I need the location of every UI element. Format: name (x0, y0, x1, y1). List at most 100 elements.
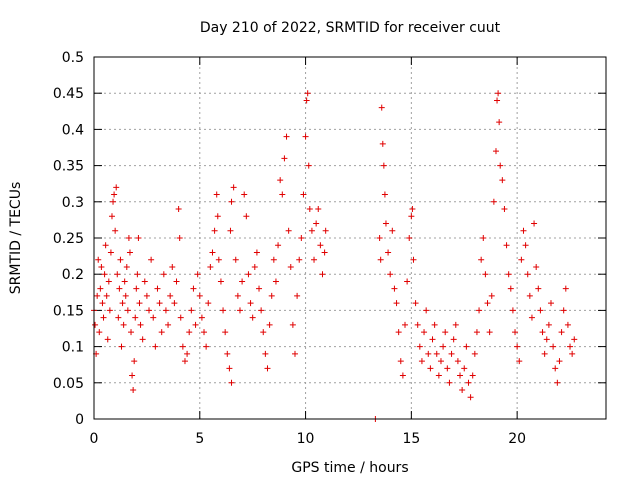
data-point (228, 198, 235, 205)
data-point (499, 177, 506, 184)
data-point (92, 321, 99, 328)
data-point (285, 227, 292, 234)
data-point (385, 249, 392, 256)
data-point (528, 314, 535, 321)
data-point (262, 350, 269, 357)
data-point (103, 292, 110, 299)
data-point (484, 300, 491, 307)
data-point (410, 256, 417, 263)
y-tick-label: 0 (75, 412, 84, 428)
data-point (507, 285, 514, 292)
y-tick-label: 0.05 (53, 376, 84, 392)
data-point (101, 271, 108, 278)
data-point (322, 227, 329, 234)
data-point (228, 379, 235, 386)
data-point (97, 285, 104, 292)
data-point (541, 350, 548, 357)
data-point (471, 350, 478, 357)
data-point (416, 343, 423, 350)
data-point (492, 148, 499, 155)
data-point (558, 329, 565, 336)
data-point (132, 314, 139, 321)
data-point (520, 227, 527, 234)
data-point (165, 321, 172, 328)
data-point (213, 191, 220, 198)
data-point (391, 285, 398, 292)
data-point (160, 271, 167, 278)
data-point (454, 358, 461, 365)
data-point (143, 292, 150, 299)
data-point (490, 198, 497, 205)
plot-frame (93, 56, 607, 420)
data-point (378, 104, 385, 111)
y-tick-label: 0.3 (62, 195, 84, 211)
data-point (245, 271, 252, 278)
data-point (128, 329, 135, 336)
data-point (156, 300, 163, 307)
y-axis-label: SRMTID / TECUs (8, 182, 24, 295)
data-point (313, 220, 320, 227)
data-point (423, 307, 430, 314)
data-point (203, 343, 210, 350)
y-tick-label: 0.25 (53, 231, 84, 247)
data-point (112, 227, 119, 234)
data-point (526, 292, 533, 299)
data-point (560, 307, 567, 314)
data-point (305, 162, 312, 169)
data-point (224, 350, 231, 357)
data-point (118, 343, 125, 350)
data-point (129, 372, 136, 379)
data-point (122, 292, 129, 299)
data-point (543, 336, 550, 343)
data-point (126, 249, 133, 256)
data-point (395, 329, 402, 336)
data-point (239, 278, 246, 285)
data-point (283, 133, 290, 140)
data-point (192, 321, 199, 328)
x-tick-label: 10 (297, 431, 315, 447)
data-point (107, 249, 114, 256)
data-point (230, 184, 237, 191)
data-point (317, 242, 324, 249)
data-point (569, 350, 576, 357)
data-point (501, 206, 508, 213)
data-point (414, 321, 421, 328)
data-point (494, 97, 501, 104)
data-point (154, 285, 161, 292)
data-point (308, 227, 315, 234)
data-point (260, 329, 267, 336)
data-point (234, 292, 241, 299)
data-point (488, 292, 495, 299)
data-point (266, 321, 273, 328)
data-point (179, 343, 186, 350)
axis-ticks: 0 0.05 0.1 0.15 0.2 0.25 0.3 0.35 0.4 0.45 0.5 0 5 10… (53, 50, 606, 447)
data-point (281, 155, 288, 162)
data-point (431, 321, 438, 328)
data-point (162, 307, 169, 314)
x-tick-label: 5 (195, 431, 204, 447)
data-point (211, 227, 218, 234)
data-point (321, 249, 328, 256)
data-point (433, 350, 440, 357)
data-point (448, 350, 455, 357)
data-point (496, 119, 503, 126)
data-point (152, 343, 159, 350)
data-point (249, 314, 256, 321)
data-point (190, 285, 197, 292)
data-point (505, 271, 512, 278)
data-point (287, 263, 294, 270)
data-point (564, 321, 571, 328)
data-point (209, 249, 216, 256)
data-point (291, 350, 298, 357)
data-point (198, 314, 205, 321)
data-point (315, 206, 322, 213)
data-point (294, 292, 301, 299)
data-point (480, 235, 487, 241)
data-point (571, 336, 578, 343)
data-point (105, 278, 112, 285)
data-point (503, 242, 510, 249)
data-point (304, 90, 311, 97)
data-point (552, 365, 559, 372)
data-point (486, 329, 493, 336)
data-point (184, 350, 191, 357)
